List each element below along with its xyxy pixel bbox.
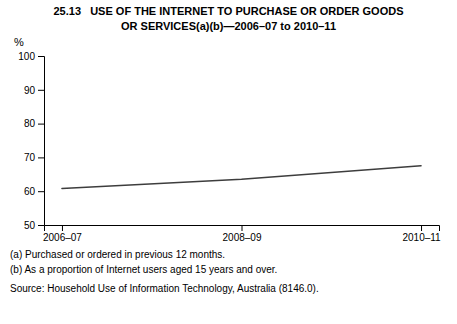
x-axis-line bbox=[45, 226, 440, 232]
y-tick: 60 bbox=[24, 186, 44, 197]
x-tick-mark bbox=[62, 225, 63, 231]
x-tick-label: 2008–09 bbox=[223, 232, 262, 243]
y-tick-mark bbox=[38, 124, 44, 125]
marks bbox=[62, 166, 421, 189]
plot-area: 50 60 70 80 90 100 2006–07 2008–09 2010–11 bbox=[18, 51, 441, 243]
y-tick-mark bbox=[38, 225, 44, 226]
y-tick: 50 bbox=[24, 220, 44, 231]
y-tick-label: 50 bbox=[24, 220, 36, 231]
data-line bbox=[62, 166, 421, 189]
annotation: Source: Household Use of Information Tec… bbox=[10, 283, 319, 294]
y-tick-label: 70 bbox=[24, 152, 36, 163]
y-tick-mark bbox=[38, 191, 44, 192]
subtitle: OR SERVICES(a)(b)—2006–07 to 2010–11 bbox=[121, 20, 336, 32]
x-tick: 2006–07 bbox=[43, 225, 82, 243]
y-tick-mark bbox=[38, 90, 44, 91]
title: 25.13 USE OF THE INTERNET TO PURCHASE OR… bbox=[53, 5, 403, 17]
chart-container: 25.13 USE OF THE INTERNET TO PURCHASE OR… bbox=[0, 0, 457, 324]
y-tick: 80 bbox=[24, 118, 44, 129]
y-axis: 50 60 70 80 90 100 bbox=[18, 51, 44, 231]
x-tick-label: 2010–11 bbox=[402, 232, 441, 243]
y-tick-label: 60 bbox=[24, 186, 36, 197]
annotation: (a) Purchased or ordered in previous 12 … bbox=[10, 249, 225, 260]
y-axis-label: % bbox=[14, 36, 24, 48]
x-tick-mark bbox=[421, 225, 422, 231]
y-tick-mark bbox=[38, 157, 44, 158]
x-axis: 2006–07 2008–09 2010–11 bbox=[43, 225, 441, 243]
chart-svg: 25.13 USE OF THE INTERNET TO PURCHASE OR… bbox=[0, 0, 457, 324]
y-axis-line bbox=[38, 57, 45, 226]
y-tick-label: 90 bbox=[24, 85, 36, 96]
x-tick-label: 2006–07 bbox=[43, 232, 82, 243]
annotation: (b) As a proportion of Internet users ag… bbox=[10, 264, 277, 275]
x-tick: 2008–09 bbox=[223, 225, 262, 243]
y-tick: 90 bbox=[24, 85, 44, 96]
y-tick-label: 80 bbox=[24, 118, 36, 129]
y-tick: 100 bbox=[18, 51, 44, 62]
x-tick-mark bbox=[242, 225, 243, 231]
y-tick-mark bbox=[38, 56, 44, 57]
x-tick: 2010–11 bbox=[402, 225, 441, 243]
y-tick: 70 bbox=[24, 152, 44, 163]
y-tick-label: 100 bbox=[18, 51, 35, 62]
